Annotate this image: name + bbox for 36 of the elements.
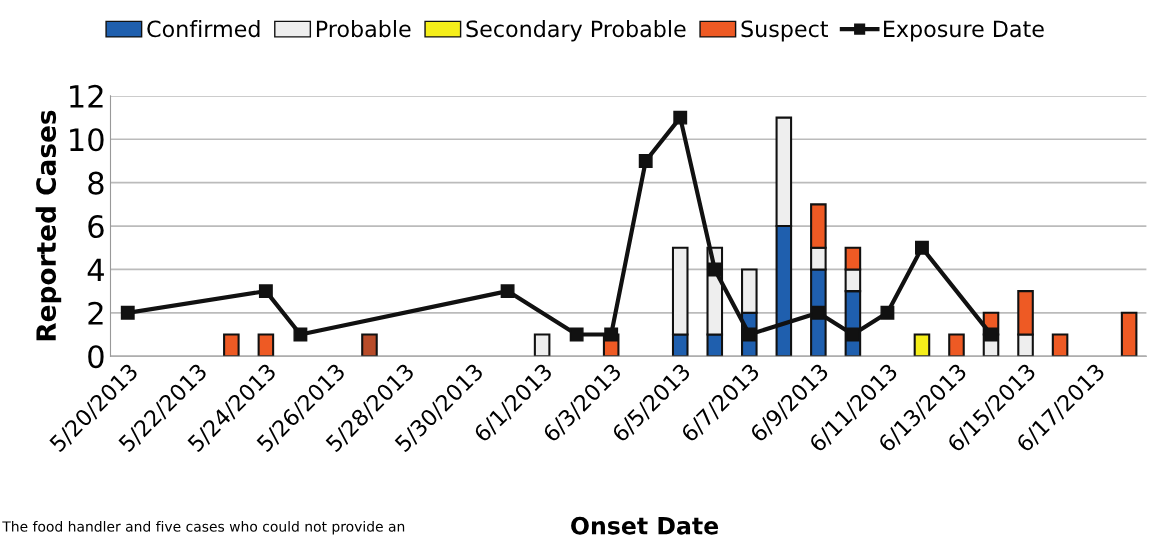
point [120,305,135,320]
point [604,327,619,342]
point [569,327,584,342]
bar [948,333,965,357]
x-axis-title: Onset Date [571,516,719,535]
point [500,284,515,299]
y-tick-label: 4 [87,258,104,282]
text: The food handler and five cases who could not provide an [2,521,405,535]
legend-label: Suspect [741,20,828,42]
y-tick-label: 12 [70,84,103,108]
bar [361,333,378,357]
point [915,240,929,255]
legend-label: Confirmed [147,20,260,38]
bar [913,333,931,357]
legend-label: Probable [316,20,411,38]
bar [533,333,551,357]
point [638,154,653,168]
point [984,327,998,342]
bar [1120,311,1138,357]
legend-label: Secondary Probable [466,20,686,42]
point [880,305,895,320]
point [707,262,722,277]
y-axis-title: Reported Cases [35,110,62,341]
point [258,284,273,299]
y-tick-label: 6 [88,214,104,239]
point [293,327,308,342]
bar [1051,333,1069,357]
point [845,327,860,342]
bar [223,333,240,357]
bar [257,333,275,357]
y-tick-label: 8 [88,171,104,195]
legend-label: Exposure Date [884,20,1044,42]
point [811,305,826,320]
y-tick-label: 2 [88,301,103,325]
point [673,110,688,125]
y-tick-label: 10 [70,128,104,152]
